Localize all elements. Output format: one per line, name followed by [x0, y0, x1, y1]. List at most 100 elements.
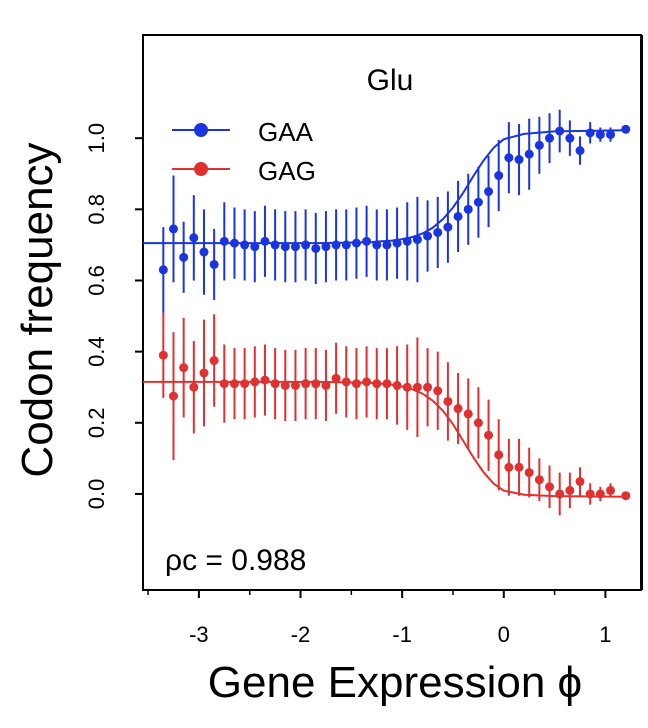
gag-point	[555, 489, 565, 499]
gaa-point	[260, 236, 270, 246]
gag-point	[199, 368, 209, 378]
gaa-point	[209, 259, 219, 269]
gaa-point	[331, 240, 341, 250]
gag-point	[504, 462, 514, 472]
legend: GAA GAG	[172, 117, 316, 186]
gaa-point	[402, 236, 412, 246]
gag-point	[595, 489, 605, 499]
gag-point	[240, 379, 250, 389]
gaa-point	[585, 128, 595, 138]
gaa-point	[229, 238, 239, 248]
gag-point	[402, 382, 412, 392]
gaa-point	[270, 240, 280, 250]
gaa-point	[514, 155, 524, 165]
gag-point	[565, 485, 575, 495]
gag-point	[362, 377, 372, 387]
gag-point	[433, 386, 443, 396]
gaa-point	[392, 238, 402, 248]
gaa-point	[311, 243, 321, 253]
gaa-point	[484, 187, 494, 197]
y-tick-label: 0.2	[84, 407, 109, 438]
gaa-point	[621, 124, 631, 134]
y-axis: 0.0 0.2 0.4 0.6 0.8 1.0	[84, 123, 143, 509]
gaa-point	[463, 204, 473, 214]
gag-point	[270, 379, 280, 389]
gag-point	[392, 380, 402, 390]
gag-point	[524, 468, 534, 478]
gag-point	[311, 379, 321, 389]
error-bars	[162, 109, 612, 516]
gag-point	[545, 482, 555, 492]
gag-point	[331, 373, 341, 383]
gaa-point	[301, 240, 311, 250]
gag-point	[514, 462, 524, 472]
x-tick-label: 0	[498, 622, 510, 647]
gaa-point	[534, 140, 544, 150]
y-tick-label: 1.0	[84, 123, 109, 154]
x-tick-label: -2	[291, 622, 311, 647]
y-tick-label: 0.6	[84, 265, 109, 296]
gaa-point	[321, 242, 331, 252]
gag-point	[260, 375, 270, 385]
gaa-point	[423, 231, 433, 241]
gag-point	[453, 404, 463, 414]
gag-point	[341, 377, 351, 387]
x-axis-label: Gene Expression ϕ	[208, 658, 582, 707]
gaa-point	[250, 242, 260, 252]
gaa-point	[189, 233, 199, 243]
y-tick-label: 0.0	[84, 479, 109, 510]
gaa-point	[372, 240, 382, 250]
gaa-point	[412, 235, 422, 245]
gag-point	[189, 382, 199, 392]
gaa-point	[443, 222, 453, 232]
gaa-point	[524, 149, 534, 159]
gag-point	[290, 380, 300, 390]
gag-point	[372, 379, 382, 389]
gaa-point	[158, 265, 168, 275]
gag-point	[494, 450, 504, 460]
gag-point	[351, 379, 361, 389]
y-tick-label: 0.8	[84, 194, 109, 225]
gag-point	[484, 430, 494, 440]
gag-point	[229, 379, 239, 389]
gag-point	[280, 380, 290, 390]
gag-point	[179, 363, 189, 373]
gaa-point	[565, 133, 575, 143]
gag-point	[473, 418, 483, 428]
gaa-point	[280, 242, 290, 252]
gag-point	[158, 350, 168, 360]
gag-point	[585, 489, 595, 499]
gag-point	[250, 377, 260, 387]
x-tick-label: -1	[392, 622, 412, 647]
gaa-point	[473, 197, 483, 207]
legend-gag-label: GAG	[258, 156, 316, 186]
gaa-point	[555, 126, 565, 136]
chart-title: Glu	[367, 64, 414, 97]
gaa-point	[494, 171, 504, 181]
plot-frame	[142, 34, 642, 591]
rho-annotation: ρc = 0.988	[165, 544, 306, 577]
x-tick-label: 1	[599, 622, 611, 647]
gaa-point	[362, 236, 372, 246]
gag-point	[534, 475, 544, 485]
gaa-point	[453, 211, 463, 221]
gag-point	[168, 391, 178, 401]
gaa-point	[504, 153, 514, 163]
legend-gag-marker	[194, 162, 208, 176]
gag-point	[412, 382, 422, 392]
gag-point	[463, 409, 473, 419]
data-points	[158, 124, 631, 501]
gag-point	[301, 379, 311, 389]
gaa-point	[595, 130, 605, 140]
gag-point	[443, 396, 453, 406]
gaa-point	[341, 240, 351, 250]
gag-point	[423, 382, 433, 392]
y-axis-label: Codon frequency	[13, 142, 62, 477]
gag-point	[382, 379, 392, 389]
legend-gaa-marker	[194, 123, 208, 137]
gaa-point	[199, 247, 209, 257]
gaa-point	[351, 238, 361, 248]
gaa-point	[545, 133, 555, 143]
gaa-point	[382, 240, 392, 250]
